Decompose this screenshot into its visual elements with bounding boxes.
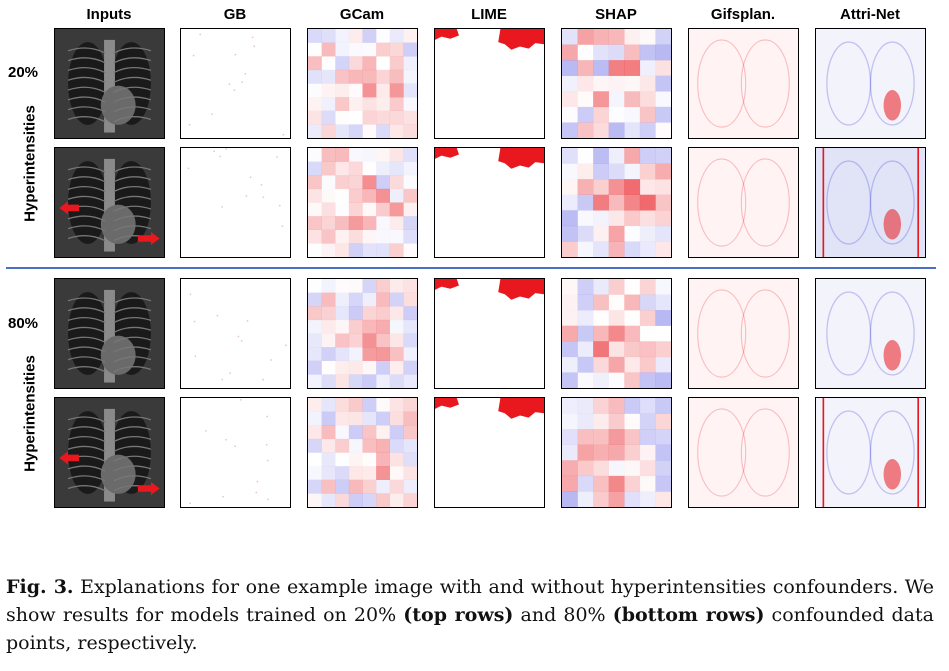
panel-gifsplan-row2 [688, 147, 799, 258]
col-header-lime: LIME [471, 6, 507, 23]
group-percent-80: 80% [8, 315, 39, 332]
panel-shap-row4 [561, 397, 672, 508]
panel-lime-row4 [434, 397, 545, 508]
panel-gcam-row3 [307, 278, 418, 389]
figure: Inputs GB GCam LIME SHAP Gifsplan. Attri… [6, 6, 936, 508]
caption-bold-a: (top rows) [403, 604, 514, 626]
group-label-top: Hyperintensities [21, 105, 39, 222]
col-header-attrinet: Attri-Net [840, 6, 900, 23]
col-header-gifsplan: Gifsplan. [710, 6, 776, 23]
caption-bold-b: (bottom rows) [612, 604, 765, 626]
panel-shap-row1 [561, 28, 672, 139]
panel-gifsplan-row4 [688, 397, 799, 508]
panel-gb-row4 [180, 397, 291, 508]
col-header-shap: SHAP [595, 6, 637, 23]
panel-shap-row2 [561, 147, 672, 258]
panel-gb-row1 [180, 28, 291, 139]
panel-shap-row3 [561, 278, 672, 389]
panel-attrinet-row3 [815, 278, 926, 389]
group-divider [6, 267, 936, 269]
caption-fig-label: Fig. 3. [6, 576, 74, 598]
panel-inputs-row3 [54, 278, 165, 389]
panel-gb-row3 [180, 278, 291, 389]
panel-attrinet-row2 [815, 147, 926, 258]
caption-text-b: and 80% [513, 604, 613, 626]
panel-gifsplan-row1 [688, 28, 799, 139]
panel-gb-row2 [180, 147, 291, 258]
col-header-gb: GB [223, 6, 247, 23]
col-header-gcam: GCam [339, 6, 385, 23]
panel-inputs-row1 [54, 28, 165, 139]
panel-lime-row1 [434, 28, 545, 139]
panel-attrinet-row1 [815, 28, 926, 139]
panel-gcam-row2 [307, 147, 418, 258]
panel-lime-row3 [434, 278, 545, 389]
col-header-inputs: Inputs [86, 6, 132, 23]
group-percent-20: 20% [8, 64, 39, 81]
panel-lime-row2 [434, 147, 545, 258]
panel-gcam-row1 [307, 28, 418, 139]
panel-inputs-row2 [54, 147, 165, 258]
caption-text-c: confounded data points, respectively. [6, 604, 934, 654]
caption-text-a: Explanations for one example image with … [6, 576, 935, 626]
panel-gcam-row4 [307, 397, 418, 508]
panel-attrinet-row4 [815, 397, 926, 508]
group-label-bottom: Hyperintensities [21, 355, 39, 472]
panel-gifsplan-row3 [688, 278, 799, 389]
panel-inputs-row4 [54, 397, 165, 508]
figure-caption: Fig. 3. Explanations for one example ima… [6, 573, 934, 657]
